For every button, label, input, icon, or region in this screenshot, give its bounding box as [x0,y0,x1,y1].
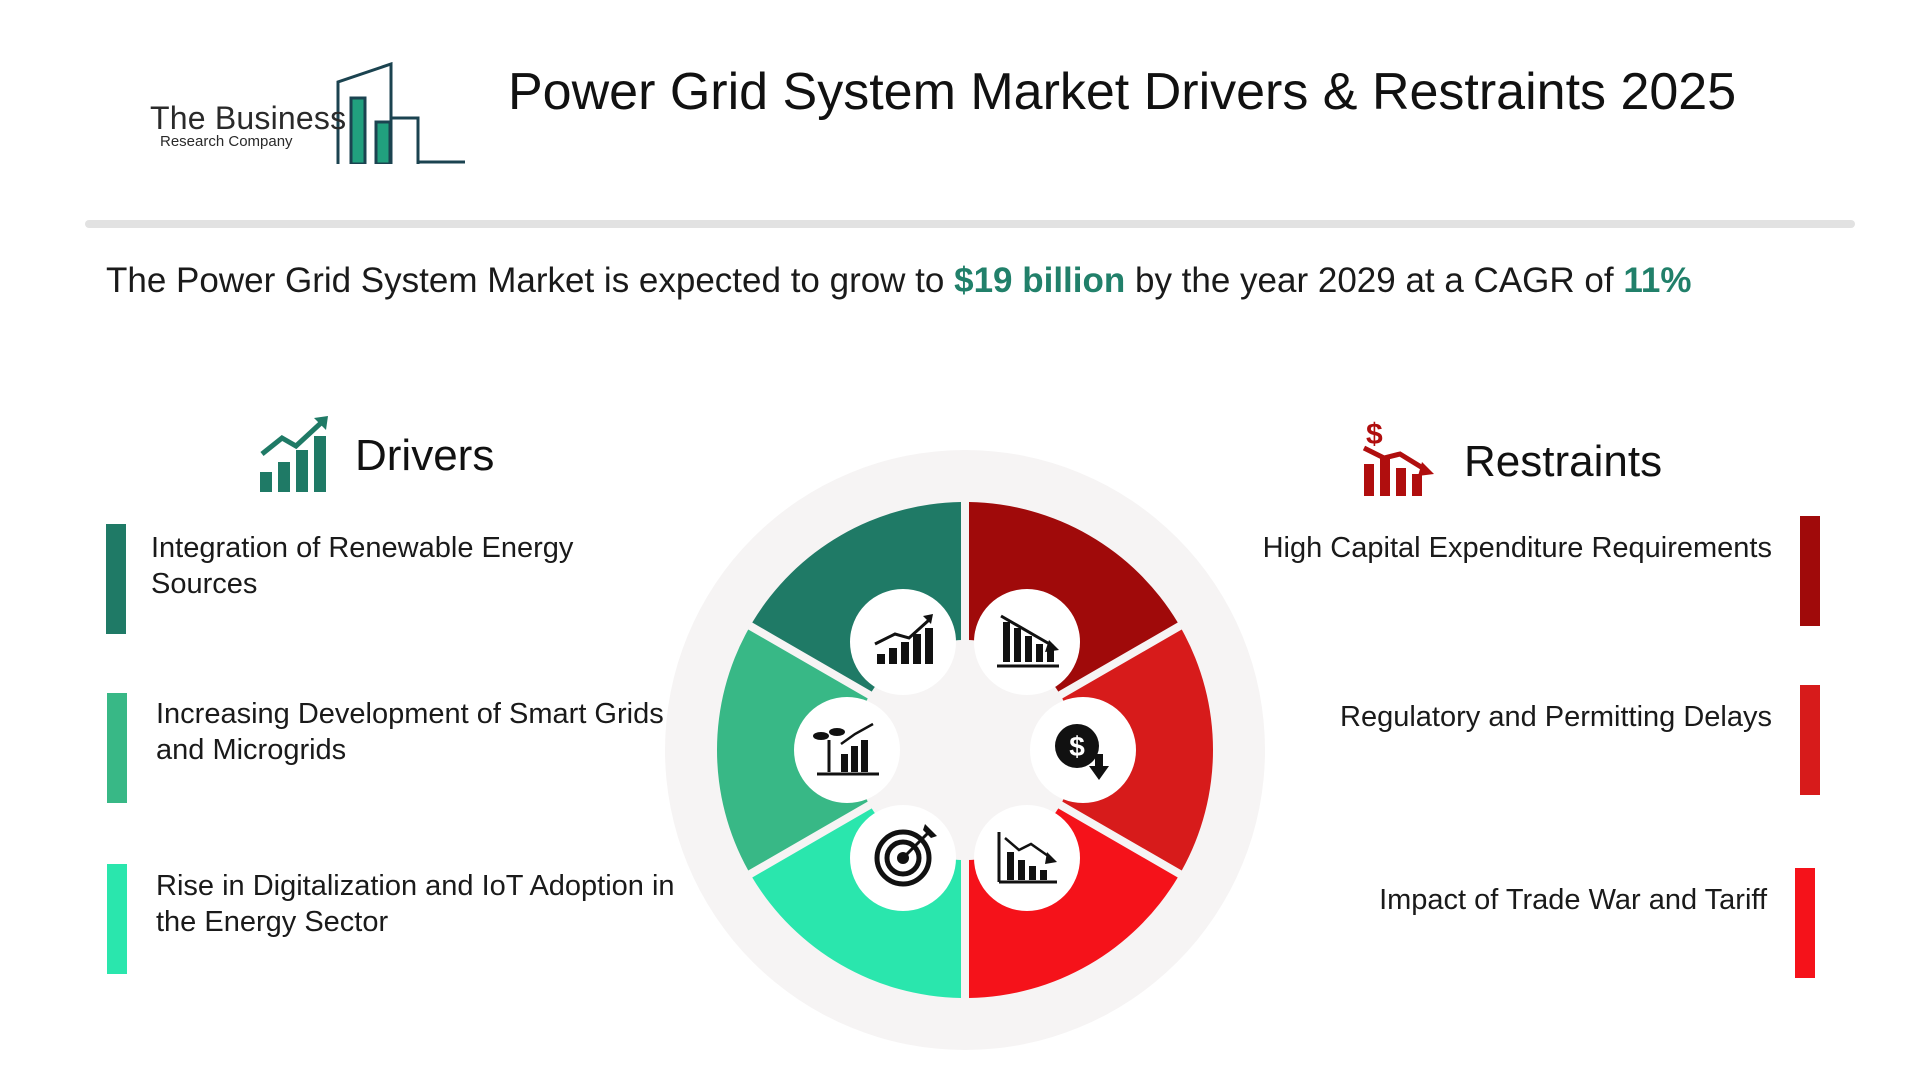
market-value: $19 billion [954,261,1126,300]
headline-middle: by the year 2029 at a CAGR of [1125,261,1624,300]
driver-bar-3 [107,864,127,974]
svg-text:$: $ [1069,731,1085,762]
svg-text:$: $ [1366,418,1383,451]
driver-bar-2 [107,693,127,803]
declining-line-chart-icon [974,805,1080,911]
driver-bar-1 [106,524,126,634]
drivers-title: Drivers [355,431,495,480]
target-icon [850,805,956,911]
wheel-segment-driver-2 [717,629,868,871]
headline-prefix: The Power Grid System Market is expected… [106,261,955,300]
cagr-value: 11% [1623,261,1692,300]
declining-bar-chart-icon [974,589,1080,695]
page-title: Power Grid System Market Drivers & Restr… [508,63,1737,121]
restraint-item-1: High Capital Expenditure Requirements [1262,532,1772,564]
growth-chart-icon [260,416,328,492]
logo-text-main: The Business [150,100,347,136]
driver-item-3: Rise in Digitalization and IoT Adoption … [156,870,675,938]
drivers-restraints-wheel: $ [665,450,1265,1050]
restraint-bar-1 [1800,516,1820,626]
wheel-hub [855,640,1075,860]
rising-bar-chart-icon [850,589,956,695]
declining-dollar-chart-icon: $ [1362,418,1434,496]
plant-growth-chart-icon [794,697,900,803]
driver-item-2: Increasing Development of Smart Grids an… [156,698,664,766]
dollar-down-icon: $ [1030,697,1136,803]
restraint-item-2: Regulatory and Permitting Delays [1340,701,1772,733]
wheel-segment-restraint-2 [1062,629,1213,871]
driver-item-1: Integration of Renewable Energy Sources [151,532,574,600]
restraint-item-3: Impact of Trade War and Tariff [1379,884,1767,916]
company-logo [336,62,465,164]
logo-text-sub: Research Company [160,133,293,150]
restraints-title: Restraints [1464,437,1663,486]
header-divider [85,220,1855,228]
market-headline: The Power Grid System Market is expected… [106,256,1691,306]
restraint-bar-3 [1795,868,1815,978]
restraint-bar-2 [1800,685,1820,795]
